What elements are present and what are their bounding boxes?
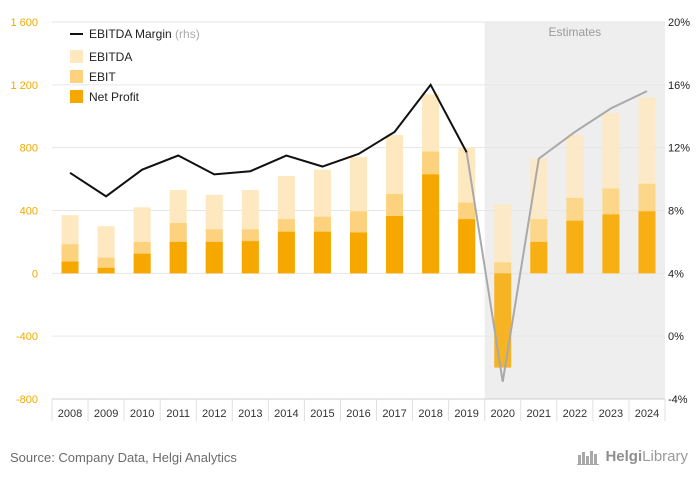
left-tick-label: 800 [20,143,38,155]
bar-ebitda [494,204,512,274]
bar-net-profit [97,267,115,274]
legend-swatch-ebitda [70,50,83,63]
bar-net-profit [422,174,440,274]
x-tick-label: 2014 [274,408,298,420]
legend-label-ebitda: EBITDA [89,50,132,64]
x-tick-label: 2023 [599,408,623,420]
estimates-label: Estimates [549,25,602,39]
bar-net-profit [602,214,620,274]
bar-net-profit [277,231,295,274]
library-icon [577,450,600,465]
x-tick-label: 2015 [310,408,334,420]
x-tick-label: 2011 [166,408,190,420]
brand-logo: HelgiLibrary [577,448,688,465]
brand-prefix: Helgi [605,448,643,465]
legend-label-net-profit: Net Profit [89,90,140,104]
left-tick-label: 1 600 [10,17,38,29]
right-tick-label: 12% [668,143,690,155]
bar-net-profit [566,220,584,274]
margin-line-actual [69,82,468,198]
bar-net-profit [386,215,404,274]
x-tick-label: 2009 [94,408,118,420]
bar-net-profit [241,241,259,274]
legend-label-ebitda-margin: EBITDA Margin (rhs) [89,27,200,41]
legend-swatch-net-profit [70,90,83,103]
x-tick-label: 2013 [238,408,262,420]
legend-rhs-note: (rhs) [175,27,200,41]
bar-net-profit [313,231,331,274]
legend-label-ebit: EBIT [89,70,116,84]
bar-net-profit [458,219,476,274]
x-tick-label: 2021 [527,408,551,420]
margin-line-estimates [465,90,648,382]
right-tick-label: -4% [668,394,688,406]
x-tick-label: 2018 [418,408,442,420]
right-tick-label: 16% [668,80,690,92]
bar-net-profit [350,232,367,274]
right-tick-label: 8% [668,206,684,218]
x-tick-label: 2010 [130,408,154,420]
left-tick-label: 1 200 [10,80,38,92]
right-tick-label: 4% [668,268,684,280]
bar-net-profit [494,273,512,368]
bar-net-profit [169,241,187,274]
left-tick-label: 0 [32,268,38,280]
x-tick-label: 2017 [382,408,406,420]
bar-ebit [494,262,512,274]
x-tick-label: 2012 [202,408,226,420]
legend-swatch-ebit [70,70,83,83]
x-tick-label: 2022 [563,408,587,420]
bar-net-profit [530,241,548,274]
x-tick-label: 2019 [454,408,478,420]
x-tick-label: 2016 [346,408,370,420]
right-tick-label: 20% [668,17,690,29]
bar-net-profit [205,241,223,274]
left-tick-label: -400 [16,331,38,343]
bar-net-profit [61,261,79,274]
x-tick-label: 2024 [635,408,659,420]
source-note: Source: Company Data, Helgi Analytics [10,450,237,465]
left-tick-label: 400 [20,206,38,218]
x-tick-label: 2008 [58,408,82,420]
x-tick-label: 2020 [490,408,514,420]
bar-net-profit [638,211,656,274]
right-tick-label: 0% [668,331,684,343]
bar-net-profit [133,253,151,274]
left-tick-label: -800 [16,394,38,406]
brand-suffix: Library [642,448,688,465]
